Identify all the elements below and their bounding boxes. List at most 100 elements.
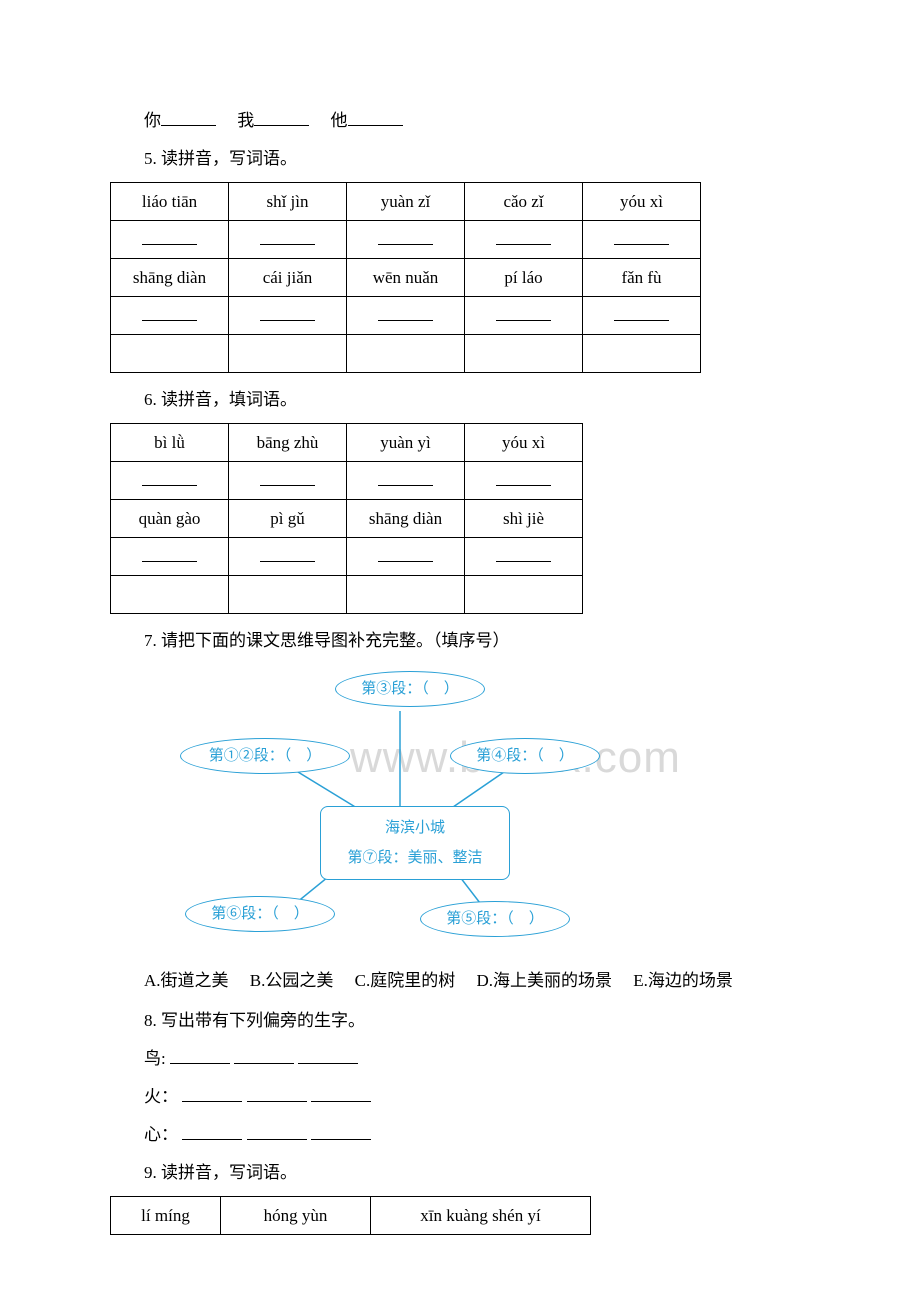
empty-cell xyxy=(583,335,701,373)
diagram-node-center: 海滨小城 第⑦段：美丽、整洁 xyxy=(320,806,510,880)
center-line1: 海滨小城 xyxy=(385,820,445,836)
answer-cell xyxy=(347,538,465,576)
blank xyxy=(142,465,197,485)
pinyin-cell: yuàn yì xyxy=(347,424,465,462)
answer-cell xyxy=(229,462,347,500)
q7-options: A.街道之美 B.公园之美 C.庭院里的树 D.海上美丽的场景 E.海边的场景 xyxy=(110,964,810,998)
pinyin-cell: lí míng xyxy=(111,1197,221,1235)
empty-cell xyxy=(111,335,229,373)
pronoun-1: 你 xyxy=(144,111,161,130)
radical-1: 鸟: xyxy=(144,1049,166,1068)
blank xyxy=(378,224,433,244)
q7-title: 7. 请把下面的课文思维导图补充完整。（填序号） xyxy=(110,624,810,658)
blank xyxy=(260,541,315,561)
pinyin-cell: quàn gào xyxy=(111,500,229,538)
pinyin-cell: fǎn fù xyxy=(583,259,701,297)
pinyin-cell: yuàn zǐ xyxy=(347,183,465,221)
pinyin-cell: shāng diàn xyxy=(111,259,229,297)
pronoun-2: 我 xyxy=(237,111,254,130)
blank xyxy=(161,106,216,126)
blank xyxy=(254,106,309,126)
blank xyxy=(142,541,197,561)
blank xyxy=(234,1044,294,1064)
radical-3: 心： xyxy=(144,1125,178,1144)
empty-cell xyxy=(111,576,229,614)
pronoun-fill-line: 你 我 他 xyxy=(110,104,810,138)
pronoun-3: 他 xyxy=(331,111,348,130)
blank xyxy=(378,541,433,561)
blank xyxy=(348,106,403,126)
answer-cell xyxy=(347,221,465,259)
answer-cell xyxy=(111,538,229,576)
q8-line-3: 心： xyxy=(110,1118,810,1152)
radical-2: 火： xyxy=(144,1087,178,1106)
pinyin-cell: yóu xì xyxy=(583,183,701,221)
empty-cell xyxy=(347,576,465,614)
blank xyxy=(260,224,315,244)
mindmap-diagram: 第③段：（ ） 第①②段：（ ） 第④段：（ ） 海滨小城 第⑦段：美丽、整洁 … xyxy=(150,666,650,956)
pinyin-cell: bì lǜ xyxy=(111,424,229,462)
table-row: lí míng hóng yùn xīn kuàng shén yí xyxy=(111,1197,591,1235)
q5-table: liáo tiān shǐ jìn yuàn zǐ cǎo zǐ yóu xì … xyxy=(110,182,701,373)
blank xyxy=(496,541,551,561)
table-row xyxy=(111,335,701,373)
answer-cell xyxy=(111,221,229,259)
blank xyxy=(378,300,433,320)
answer-cell xyxy=(347,297,465,335)
answer-cell xyxy=(465,221,583,259)
diagram-node-left1: 第①②段：（ ） xyxy=(180,738,350,774)
answer-cell xyxy=(583,221,701,259)
blank xyxy=(298,1044,358,1064)
diagram-node-left2: 第⑥段：（ ） xyxy=(185,896,335,932)
table-row xyxy=(111,297,701,335)
empty-cell xyxy=(229,576,347,614)
diagram-node-top: 第③段：（ ） xyxy=(335,671,485,707)
blank xyxy=(260,465,315,485)
table-row xyxy=(111,221,701,259)
pinyin-cell: yóu xì xyxy=(465,424,583,462)
q8-title: 8. 写出带有下列偏旁的生字。 xyxy=(110,1004,810,1038)
blank xyxy=(614,300,669,320)
q9-title: 9. 读拼音，写词语。 xyxy=(110,1156,810,1190)
empty-cell xyxy=(465,576,583,614)
pinyin-cell: pí láo xyxy=(465,259,583,297)
answer-cell xyxy=(465,297,583,335)
answer-cell xyxy=(229,221,347,259)
pinyin-cell: pì gǔ xyxy=(229,500,347,538)
q5-title: 5. 读拼音，写词语。 xyxy=(110,142,810,176)
q8-line-2: 火： xyxy=(110,1080,810,1114)
blank xyxy=(142,300,197,320)
q9-table: lí míng hóng yùn xīn kuàng shén yí xyxy=(110,1196,591,1235)
pinyin-cell: cǎo zǐ xyxy=(465,183,583,221)
blank xyxy=(311,1120,371,1140)
q8-line-1: 鸟: xyxy=(110,1042,810,1076)
pinyin-cell: cái jiǎn xyxy=(229,259,347,297)
blank xyxy=(182,1082,242,1102)
blank xyxy=(496,300,551,320)
blank xyxy=(247,1120,307,1140)
empty-cell xyxy=(347,335,465,373)
table-row xyxy=(111,538,583,576)
pinyin-cell: xīn kuàng shén yí xyxy=(371,1197,591,1235)
pinyin-cell: wēn nuǎn xyxy=(347,259,465,297)
answer-cell xyxy=(583,297,701,335)
blank xyxy=(311,1082,371,1102)
answer-cell xyxy=(347,462,465,500)
diagram-node-right2: 第⑤段：（ ） xyxy=(420,901,570,937)
blank xyxy=(378,465,433,485)
answer-cell xyxy=(111,462,229,500)
blank xyxy=(182,1120,242,1140)
pinyin-cell: shì jiè xyxy=(465,500,583,538)
table-row xyxy=(111,462,583,500)
q6-title: 6. 读拼音，填词语。 xyxy=(110,383,810,417)
blank xyxy=(170,1044,230,1064)
blank xyxy=(247,1082,307,1102)
empty-cell xyxy=(465,335,583,373)
q6-table: bì lǜ bāng zhù yuàn yì yóu xì quàn gào p… xyxy=(110,423,583,614)
table-row: liáo tiān shǐ jìn yuàn zǐ cǎo zǐ yóu xì xyxy=(111,183,701,221)
blank xyxy=(614,224,669,244)
answer-cell xyxy=(229,297,347,335)
blank xyxy=(142,224,197,244)
answer-cell xyxy=(229,538,347,576)
center-line2: 第⑦段：美丽、整洁 xyxy=(347,850,482,866)
